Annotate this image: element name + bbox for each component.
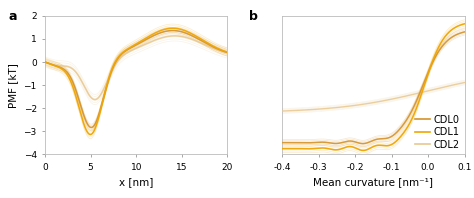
X-axis label: x [nm]: x [nm] — [119, 177, 154, 187]
Text: b: b — [249, 10, 258, 23]
X-axis label: Mean curvature [nm⁻¹]: Mean curvature [nm⁻¹] — [313, 177, 433, 187]
Legend: CDL0, CDL1, CDL2: CDL0, CDL1, CDL2 — [415, 115, 460, 149]
Text: a: a — [9, 10, 17, 23]
Y-axis label: PMF [kT]: PMF [kT] — [8, 63, 18, 108]
